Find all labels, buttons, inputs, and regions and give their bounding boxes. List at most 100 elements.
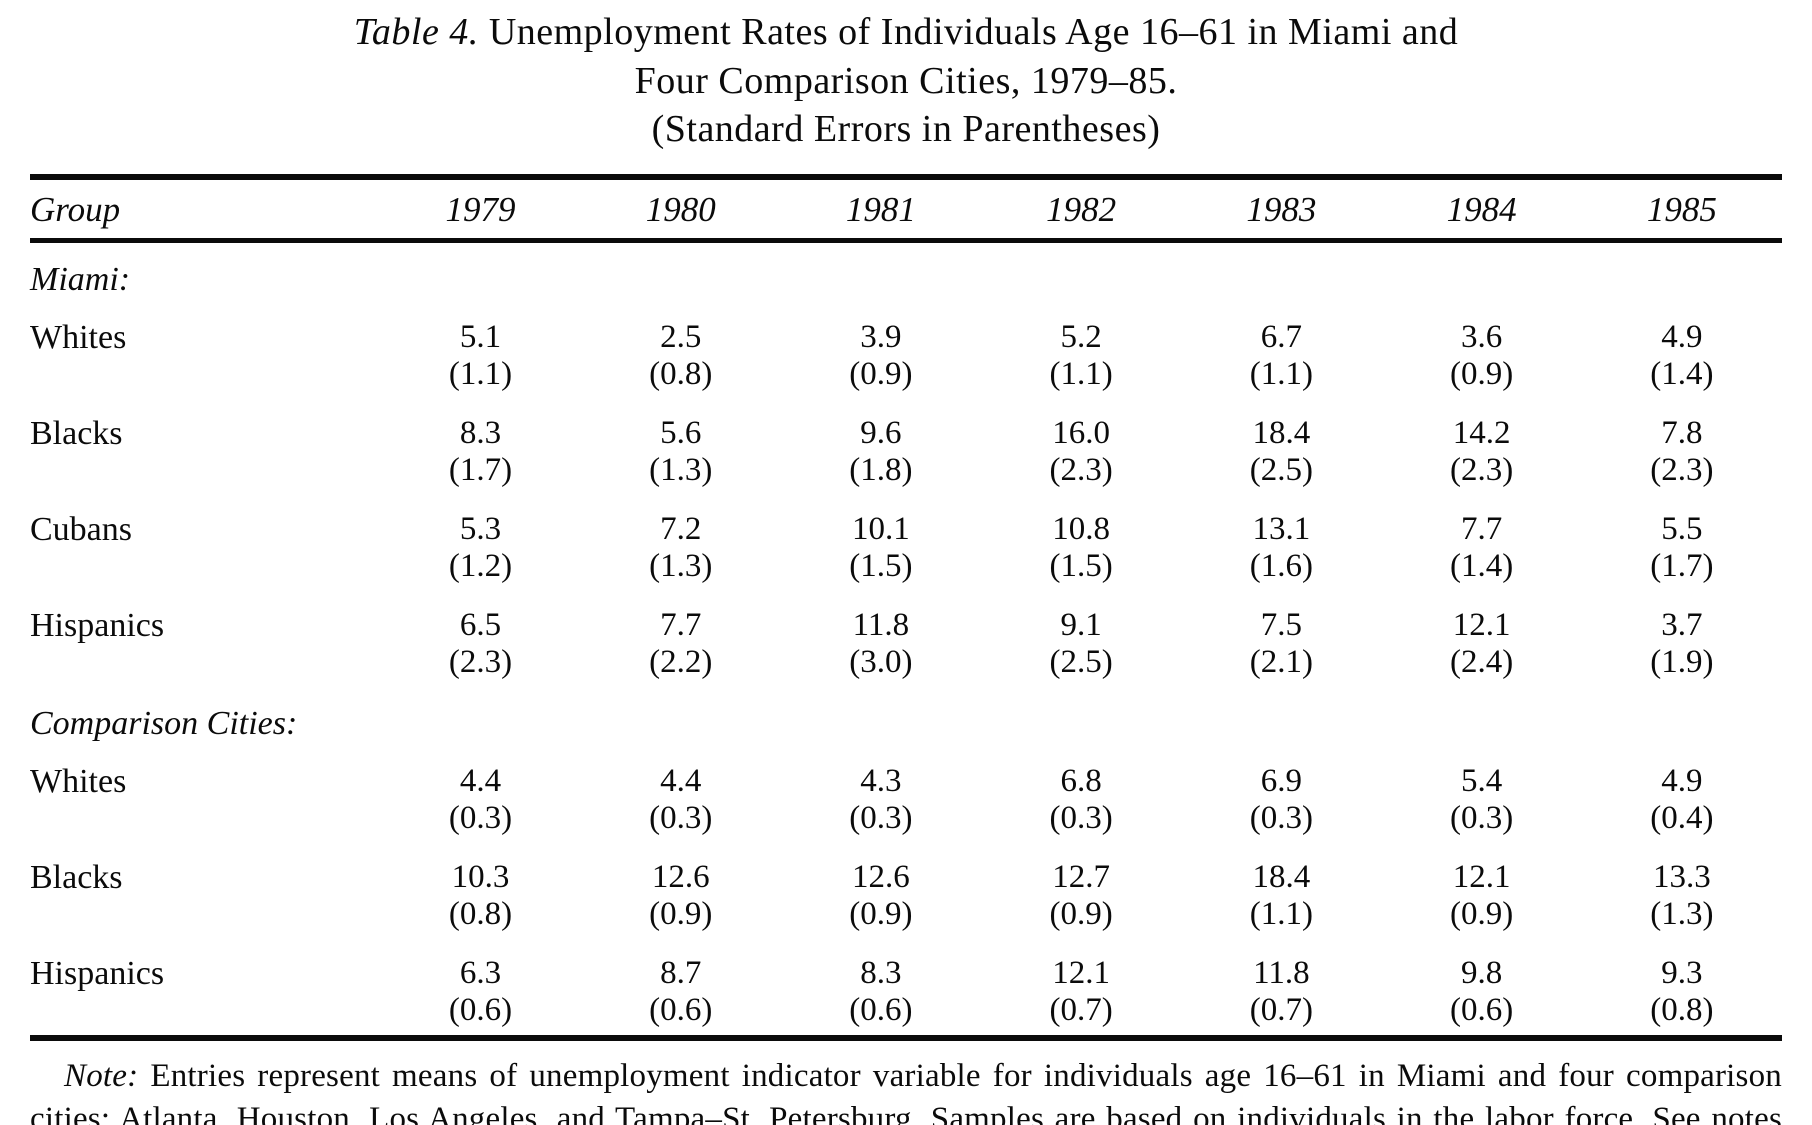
group-label: Cubans — [30, 510, 132, 548]
standard-error-value: (1.4) — [1449, 547, 1514, 584]
unemployment-rate-value: 4.3 — [860, 762, 902, 799]
standard-error-value: (0.8) — [649, 355, 713, 392]
note-label: Note: — [64, 1057, 139, 1094]
group-label: Hispanics — [30, 606, 165, 644]
standard-error-row: (0.8) (0.9) (0.9) (0.9) (1.1) (0.9) (1.3) — [30, 896, 1782, 939]
standard-error-value: (0.3) — [849, 799, 913, 836]
table-row: Hispanics 6.3 8.7 8.3 12.1 11.8 9.8 9.3 — [30, 939, 1782, 992]
standard-error-row: (1.1) (0.8) (0.9) (1.1) (1.1) (0.9) (1.4) — [30, 356, 1782, 399]
unemployment-rate-value: 8.3 — [459, 414, 502, 451]
unemployment-rate-value: 12.6 — [852, 858, 910, 895]
unemployment-rate-value: 6.5 — [459, 606, 502, 643]
unemployment-rate-value: 5.4 — [1460, 762, 1503, 799]
column-header-1980: 1980 — [580, 176, 781, 243]
unemployment-rate-value: 8.3 — [860, 954, 902, 991]
unemployment-rate-value: 10.1 — [852, 510, 910, 547]
table-row: Blacks 10.3 12.6 12.6 12.7 18.4 12.1 13.3 — [30, 843, 1782, 896]
section-header-row: Comparison Cities: — [30, 687, 1782, 747]
standard-error-value: (1.5) — [1049, 547, 1113, 584]
standard-error-value: (1.1) — [1249, 895, 1313, 932]
standard-error-value: (2.1) — [1249, 643, 1313, 680]
standard-error-value: (2.3) — [1650, 451, 1714, 488]
group-label: Blacks — [30, 858, 123, 896]
unemployment-rate-value: 6.9 — [1260, 762, 1302, 799]
standard-error-value: (3.0) — [849, 643, 913, 680]
table-row: Whites 5.1 2.5 3.9 5.2 6.7 3.6 4.9 — [30, 303, 1782, 356]
table-title: Table 4. Unemployment Rates of Individua… — [30, 8, 1782, 154]
standard-error-value: (0.8) — [448, 895, 513, 932]
standard-error-value: (1.3) — [1650, 895, 1714, 932]
table-note: Note: Entries represent means of unemplo… — [30, 1055, 1782, 1125]
standard-error-value: (0.9) — [849, 895, 913, 932]
standard-error-value: (0.3) — [448, 799, 513, 836]
column-header-1983: 1983 — [1181, 176, 1382, 243]
unemployment-rate-value: 2.5 — [660, 318, 702, 355]
standard-error-row: (0.6) (0.6) (0.6) (0.7) (0.7) (0.6) (0.8) — [30, 992, 1782, 1038]
standard-error-value: (1.6) — [1249, 547, 1313, 584]
unemployment-rate-value: 11.8 — [852, 606, 910, 643]
unemployment-rate-value: 7.7 — [1460, 510, 1503, 547]
unemployment-rate-value: 12.1 — [1452, 858, 1511, 895]
unemployment-rate-value: 3.6 — [1460, 318, 1503, 355]
unemployment-rate-value: 9.1 — [1060, 606, 1102, 643]
standard-error-row: (1.7) (1.3) (1.8) (2.3) (2.5) (2.3) (2.3) — [30, 452, 1782, 495]
unemployment-rate-value: 9.3 — [1661, 954, 1703, 991]
unemployment-rate-value: 6.3 — [459, 954, 502, 991]
unemployment-rate-value: 16.0 — [1052, 414, 1111, 451]
standard-error-row: (2.3) (2.2) (3.0) (2.5) (2.1) (2.4) (1.9) — [30, 644, 1782, 687]
unemployment-rate-value: 4.4 — [660, 762, 702, 799]
unemployment-rate-value: 13.3 — [1652, 858, 1711, 895]
unemployment-rate-value: 7.2 — [660, 510, 702, 547]
standard-error-value: (2.5) — [1049, 643, 1113, 680]
standard-error-value: (1.3) — [649, 547, 713, 584]
unemployment-rate-value: 5.1 — [459, 318, 502, 355]
title-line-3: (Standard Errors in Parentheses) — [651, 108, 1161, 151]
unemployment-rate-value: 5.3 — [459, 510, 502, 547]
standard-error-value: (1.3) — [649, 451, 713, 488]
table-row: Whites 4.4 4.4 4.3 6.8 6.9 5.4 4.9 — [30, 747, 1782, 800]
standard-error-value: (2.3) — [1049, 451, 1113, 488]
unemployment-rate-value: 12.1 — [1452, 606, 1511, 643]
table-row: Hispanics 6.5 7.7 11.8 9.1 7.5 12.1 3.7 — [30, 591, 1782, 644]
column-header-1981: 1981 — [780, 176, 982, 243]
standard-error-value: (0.6) — [1449, 991, 1514, 1028]
unemployment-rate-value: 5.2 — [1060, 318, 1102, 355]
column-header-group: Group — [30, 176, 381, 243]
standard-error-value: (0.7) — [1249, 991, 1313, 1028]
unemployment-rate-value: 14.2 — [1452, 414, 1511, 451]
unemployment-rate-value: 7.5 — [1260, 606, 1302, 643]
unemployment-rate-value: 18.4 — [1252, 858, 1311, 895]
unemployment-rate-value: 3.7 — [1661, 606, 1703, 643]
standard-error-value: (0.3) — [1449, 799, 1514, 836]
standard-error-value: (0.9) — [649, 895, 713, 932]
unemployment-rate-value: 8.7 — [660, 954, 702, 991]
unemployment-rate-value: 10.8 — [1052, 510, 1111, 547]
standard-error-value: (0.9) — [1449, 895, 1514, 932]
standard-error-value: (2.3) — [1449, 451, 1514, 488]
section-label: Comparison Cities: — [30, 704, 298, 742]
section-header-row: Miami: — [30, 240, 1782, 303]
unemployment-rate-value: 5.6 — [660, 414, 702, 451]
standard-error-value: (0.4) — [1650, 799, 1714, 836]
standard-error-value: (1.1) — [448, 355, 513, 392]
unemployment-rate-value: 6.7 — [1260, 318, 1302, 355]
group-label: Blacks — [30, 414, 123, 452]
section-label: Miami: — [30, 260, 131, 298]
group-label: Hispanics — [30, 954, 165, 992]
standard-error-value: (2.2) — [649, 643, 713, 680]
standard-error-value: (1.4) — [1650, 355, 1714, 392]
unemployment-rate-value: 12.6 — [651, 858, 710, 895]
standard-error-value: (0.6) — [448, 991, 513, 1028]
standard-error-value: (0.3) — [649, 799, 713, 836]
standard-error-value: (2.3) — [448, 643, 513, 680]
unemployment-rate-value: 4.4 — [459, 762, 502, 799]
standard-error-value: (0.6) — [849, 991, 913, 1028]
title-text: Unemployment Rates of Individuals Age 16… — [488, 11, 1459, 53]
unemployment-rate-value: 7.7 — [660, 606, 702, 643]
title-line-1: Table 4. Unemployment Rates of Individua… — [30, 8, 1782, 57]
standard-error-value: (1.1) — [1049, 355, 1113, 392]
standard-error-row: (0.3) (0.3) (0.3) (0.3) (0.3) (0.3) (0.4) — [30, 800, 1782, 843]
title-line-2: Four Comparison Cities, 1979–85. — [634, 59, 1178, 102]
standard-error-value: (0.6) — [649, 991, 713, 1028]
